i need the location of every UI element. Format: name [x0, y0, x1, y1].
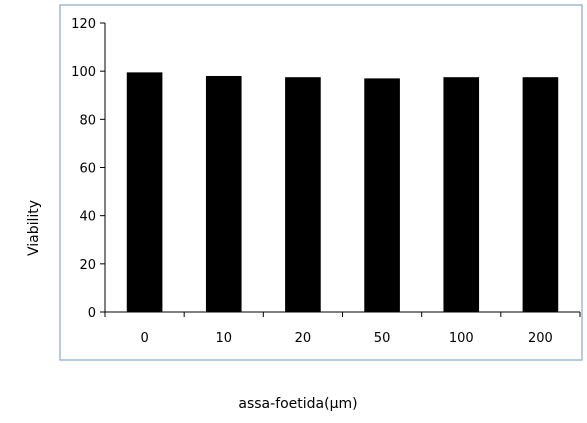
x-tick-label: 20 — [295, 331, 312, 346]
x-tick-label: 100 — [449, 331, 474, 346]
bar — [522, 77, 559, 312]
y-tick-label: 60 — [79, 162, 96, 177]
y-tick-label: 80 — [79, 113, 96, 128]
bar — [205, 75, 242, 312]
x-axis: 0 10 20 50 100 200 — [104, 311, 581, 346]
y-tick-label: 0 — [88, 306, 96, 321]
bar — [126, 72, 163, 312]
y-tick-label: 40 — [79, 210, 96, 225]
y-tick-label: 120 — [71, 17, 96, 32]
bar — [443, 77, 480, 312]
x-tick-label: 10 — [215, 331, 232, 346]
x-axis-title: assa-foetida(µm) — [238, 396, 357, 412]
y-tick-label: 20 — [79, 258, 96, 273]
x-tick-label: 50 — [374, 331, 391, 346]
x-tick-label: 200 — [528, 331, 553, 346]
y-tick-label: 100 — [71, 65, 96, 80]
y-axis-title: Viability — [26, 200, 42, 256]
bar — [364, 78, 400, 313]
bar — [285, 77, 321, 312]
bars — [126, 72, 559, 313]
x-tick-label: 0 — [140, 331, 148, 346]
y-axis: 0 20 40 60 80 100 120 — [71, 17, 106, 321]
